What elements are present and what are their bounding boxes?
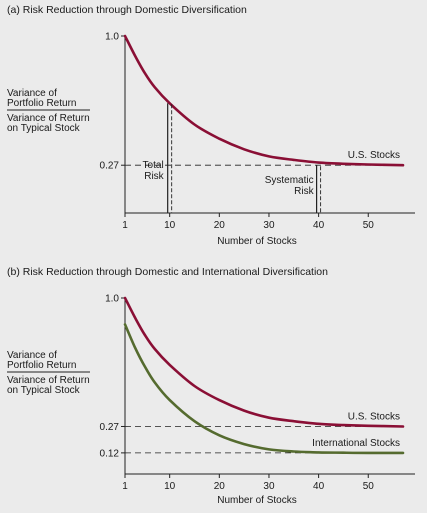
x-tick-label: 20 xyxy=(214,220,226,231)
x-tick-label: 1 xyxy=(122,220,128,231)
series-line-u-s-stocks xyxy=(123,34,405,167)
y-tick-label: 0.12 xyxy=(100,448,120,459)
x-tick-label: 20 xyxy=(214,481,226,492)
x-tick-label: 50 xyxy=(363,220,375,231)
x-tick-label: 10 xyxy=(164,481,176,492)
x-tick-label: 10 xyxy=(164,220,176,231)
panel-b: (b) Risk Reduction through Domestic and … xyxy=(7,266,415,506)
y-axis-label-line: Variance of xyxy=(7,350,57,361)
y-tick-label: 1.0 xyxy=(105,294,119,305)
x-axis-label: Number of Stocks xyxy=(217,495,296,506)
y-axis-label-line: on Typical Stock xyxy=(7,123,81,134)
x-tick-label: 30 xyxy=(263,481,275,492)
annotation-label: Risk xyxy=(144,171,164,182)
series-label-u-s-stocks: U.S. Stocks xyxy=(348,411,400,422)
x-tick-label: 40 xyxy=(313,220,325,231)
x-tick-label: 1 xyxy=(122,481,128,492)
y-axis-label-line: Variance of xyxy=(7,88,57,99)
series-line-u-s-stocks xyxy=(123,296,405,428)
annotation-label: Total xyxy=(143,160,164,171)
series-label-u-s-stocks: U.S. Stocks xyxy=(348,150,400,161)
panel-title: (b) Risk Reduction through Domestic and … xyxy=(7,266,328,278)
panel-a: (a) Risk Reduction through Domestic Dive… xyxy=(7,4,415,247)
y-tick-label: 0.27 xyxy=(100,422,120,433)
y-axis-label-line: Variance of Return xyxy=(7,375,90,386)
x-tick-label: 40 xyxy=(313,481,325,492)
x-tick-label: 50 xyxy=(363,481,375,492)
y-axis-label-line: Portfolio Return xyxy=(7,360,76,371)
annotation-label: Risk xyxy=(294,186,314,197)
y-axis-label-line: on Typical Stock xyxy=(7,385,81,396)
y-axis-label-line: Variance of Return xyxy=(7,113,90,124)
y-tick-label: 0.27 xyxy=(100,161,120,172)
series-label-international-stocks: International Stocks xyxy=(312,438,400,449)
y-tick-label: 1.0 xyxy=(105,32,119,43)
x-axis-label: Number of Stocks xyxy=(217,236,296,247)
annotation-label: Systematic xyxy=(265,175,314,186)
series-line-international-stocks xyxy=(123,323,405,455)
panel-title: (a) Risk Reduction through Domestic Dive… xyxy=(7,4,247,16)
x-tick-label: 30 xyxy=(263,220,275,231)
y-axis-label-line: Portfolio Return xyxy=(7,98,76,109)
